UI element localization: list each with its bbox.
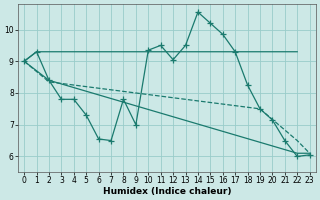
X-axis label: Humidex (Indice chaleur): Humidex (Indice chaleur)	[103, 187, 231, 196]
